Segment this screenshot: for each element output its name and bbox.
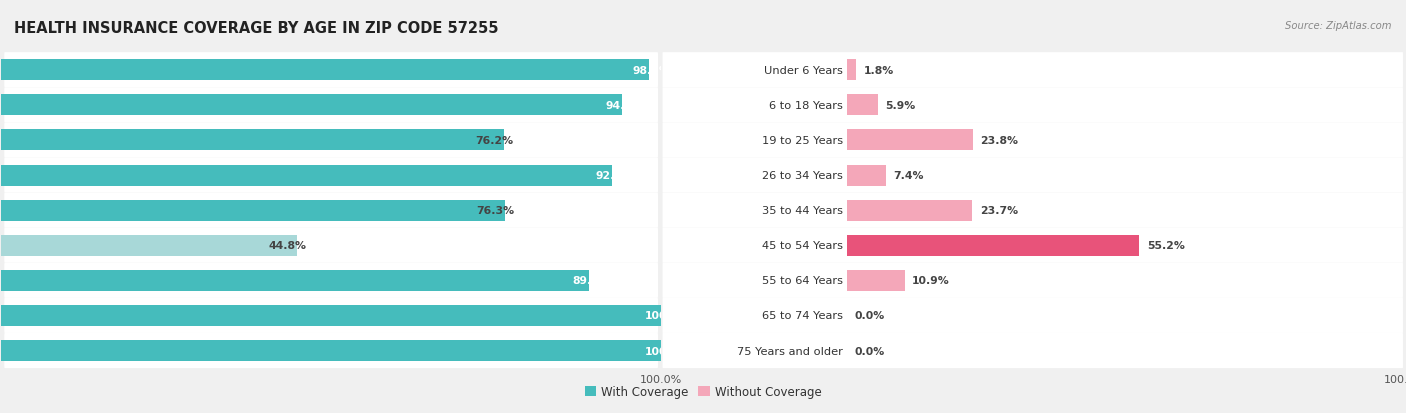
- Bar: [846, 235, 1139, 256]
- Text: 76.2%: 76.2%: [475, 135, 513, 146]
- FancyBboxPatch shape: [4, 333, 658, 368]
- Bar: [846, 60, 856, 81]
- Text: 45 to 54 Years: 45 to 54 Years: [762, 241, 844, 251]
- Text: 55.2%: 55.2%: [1147, 241, 1185, 251]
- FancyBboxPatch shape: [4, 123, 658, 158]
- Bar: [1, 340, 661, 361]
- Bar: [1, 270, 589, 291]
- FancyBboxPatch shape: [662, 158, 1403, 193]
- Text: 26 to 34 Years: 26 to 34 Years: [762, 171, 844, 180]
- Bar: [1, 200, 505, 221]
- Text: 35 to 44 Years: 35 to 44 Years: [762, 206, 844, 216]
- Bar: [1, 165, 612, 186]
- FancyBboxPatch shape: [662, 263, 1403, 298]
- FancyBboxPatch shape: [4, 158, 658, 193]
- Text: Under 6 Years: Under 6 Years: [765, 66, 844, 76]
- Bar: [846, 95, 879, 116]
- Text: 0.0%: 0.0%: [855, 311, 884, 320]
- Text: 23.7%: 23.7%: [980, 206, 1018, 216]
- FancyBboxPatch shape: [4, 263, 658, 298]
- Text: 75 Years and older: 75 Years and older: [737, 346, 844, 356]
- Text: 19 to 25 Years: 19 to 25 Years: [762, 135, 844, 146]
- Text: 55 to 64 Years: 55 to 64 Years: [762, 275, 844, 286]
- FancyBboxPatch shape: [4, 88, 658, 123]
- Bar: [1, 95, 621, 116]
- Bar: [846, 200, 973, 221]
- Text: Source: ZipAtlas.com: Source: ZipAtlas.com: [1285, 21, 1392, 31]
- FancyBboxPatch shape: [662, 333, 1403, 368]
- Text: 10.9%: 10.9%: [912, 275, 950, 286]
- Text: 6 to 18 Years: 6 to 18 Years: [769, 101, 844, 111]
- Text: 7.4%: 7.4%: [893, 171, 924, 180]
- FancyBboxPatch shape: [662, 228, 1403, 263]
- Text: 92.6%: 92.6%: [596, 171, 634, 180]
- Text: 94.1%: 94.1%: [606, 101, 644, 111]
- Legend: With Coverage, Without Coverage: With Coverage, Without Coverage: [579, 381, 827, 403]
- Text: 44.8%: 44.8%: [269, 241, 307, 251]
- FancyBboxPatch shape: [4, 228, 658, 263]
- Text: 76.3%: 76.3%: [477, 206, 515, 216]
- FancyBboxPatch shape: [4, 298, 658, 333]
- Text: 0.0%: 0.0%: [855, 346, 884, 356]
- Text: 100.0%: 100.0%: [644, 311, 690, 320]
- Text: 98.2%: 98.2%: [633, 66, 671, 76]
- Text: 23.8%: 23.8%: [980, 135, 1018, 146]
- Text: 5.9%: 5.9%: [886, 101, 915, 111]
- Text: 1.8%: 1.8%: [863, 66, 894, 76]
- Text: HEALTH INSURANCE COVERAGE BY AGE IN ZIP CODE 57255: HEALTH INSURANCE COVERAGE BY AGE IN ZIP …: [14, 21, 499, 36]
- FancyBboxPatch shape: [662, 88, 1403, 123]
- FancyBboxPatch shape: [4, 53, 658, 88]
- Bar: [1, 305, 661, 326]
- Text: 89.1%: 89.1%: [572, 275, 610, 286]
- Text: 100.0%: 100.0%: [644, 346, 690, 356]
- Bar: [846, 165, 886, 186]
- Text: 65 to 74 Years: 65 to 74 Years: [762, 311, 844, 320]
- FancyBboxPatch shape: [662, 298, 1403, 333]
- FancyBboxPatch shape: [662, 53, 1403, 88]
- Bar: [846, 130, 973, 151]
- Bar: [1, 130, 503, 151]
- Bar: [1, 60, 650, 81]
- FancyBboxPatch shape: [662, 123, 1403, 158]
- Bar: [1, 235, 297, 256]
- FancyBboxPatch shape: [4, 193, 658, 228]
- Bar: [846, 270, 904, 291]
- FancyBboxPatch shape: [662, 193, 1403, 228]
